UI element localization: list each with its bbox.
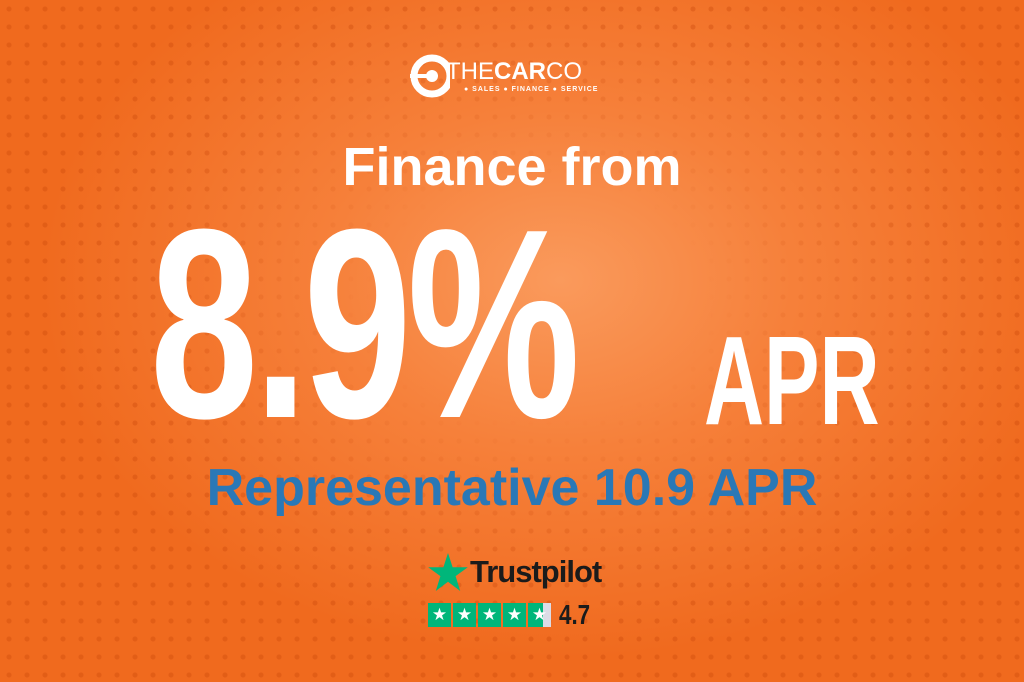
logo-the: THE <box>446 58 494 85</box>
finance-from-heading: Finance from <box>342 137 682 197</box>
trustpilot-name: Trustpilot <box>470 554 602 589</box>
star-icon: ★ <box>453 603 476 627</box>
star-icon: ★ <box>503 603 526 627</box>
representative-apr: Representative 10.9 APR <box>206 459 818 517</box>
trustpilot-rating: ★ ★ ★ ★ ★ 4.7 <box>428 599 598 631</box>
trustpilot-star-icon <box>428 553 468 591</box>
logo-co: CO <box>546 58 582 85</box>
rate-suffix: APR <box>704 310 880 451</box>
rate-value: 8.9% <box>150 174 580 475</box>
partial-star-icon: ★ <box>528 603 551 627</box>
star-icon: ★ <box>428 603 451 627</box>
star-icon: ★ <box>478 603 501 627</box>
logo-tagline: ● SALES ● FINANCE ● SERVICE <box>464 86 599 93</box>
logo-car: CAR <box>494 58 546 85</box>
logo-ring-icon <box>410 54 450 98</box>
trustpilot-logo: Trustpilot <box>428 553 602 591</box>
rating-value: 4.7 <box>559 599 591 630</box>
logo-wordmark: THECARCO <box>446 58 582 86</box>
